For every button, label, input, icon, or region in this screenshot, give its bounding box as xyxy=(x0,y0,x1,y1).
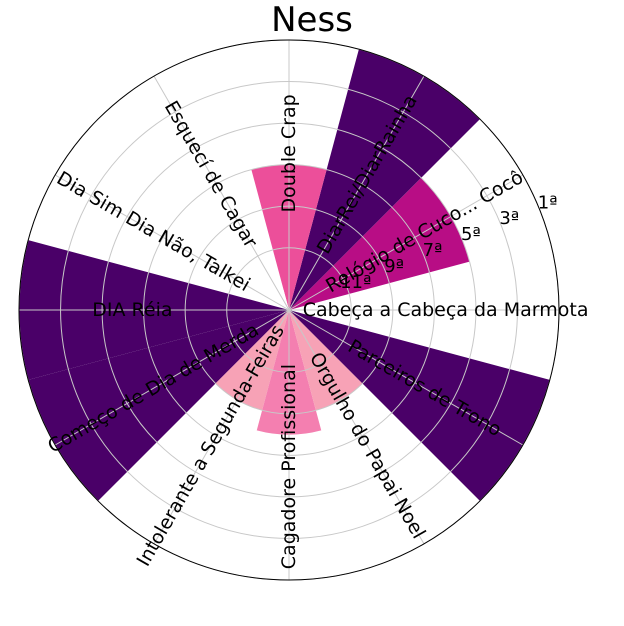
category-label-double-crap: Double Crap xyxy=(278,94,300,212)
chart-title: Ness xyxy=(271,0,353,40)
grid-spoke xyxy=(288,174,524,311)
bar-diarrei-diarrainha xyxy=(289,49,480,310)
category-label-esqueci-de-cagar: Esquecí de Cagar xyxy=(160,97,262,252)
radial-tick-label: 1ª xyxy=(538,192,558,213)
radial-tick-labels: 1ª 3ª 5ª 7ª 9ª 11ª xyxy=(340,192,558,292)
bar-relogio-de-cuco-coco xyxy=(289,177,470,310)
radial-tick-label: 7ª xyxy=(423,240,443,261)
grid-spoke xyxy=(288,75,425,311)
grid-spoke xyxy=(288,309,524,446)
category-label-cabeca-a-cabeca-da-marmota: Cabeça a Cabeça da Marmota xyxy=(303,299,589,321)
grid-spoke xyxy=(153,309,290,545)
bar-dia-sim-dia-nao-talkei xyxy=(268,295,289,310)
category-label-cagadore-profissional: Cagadore Profissional xyxy=(278,364,300,569)
grid-spoke xyxy=(288,309,425,545)
radial-tick-label: 5ª xyxy=(461,224,481,245)
radial-tick-label: 9ª xyxy=(384,256,404,277)
radial-tick-label: 11ª xyxy=(340,272,371,293)
grid-layer xyxy=(18,39,560,581)
radial-tick-label: 3ª xyxy=(499,208,519,229)
bar-esqueci-de-cagar xyxy=(274,289,289,310)
grid-spoke xyxy=(153,75,290,311)
grid-spoke xyxy=(54,309,290,446)
bar-parceiros-de-trono xyxy=(289,310,550,501)
polar-frame xyxy=(18,39,560,581)
bar-comeco-de-dia-de-merda xyxy=(28,310,289,501)
category-label-dia-reia: DIA Réia xyxy=(92,299,172,321)
grid-spoke xyxy=(54,174,290,311)
